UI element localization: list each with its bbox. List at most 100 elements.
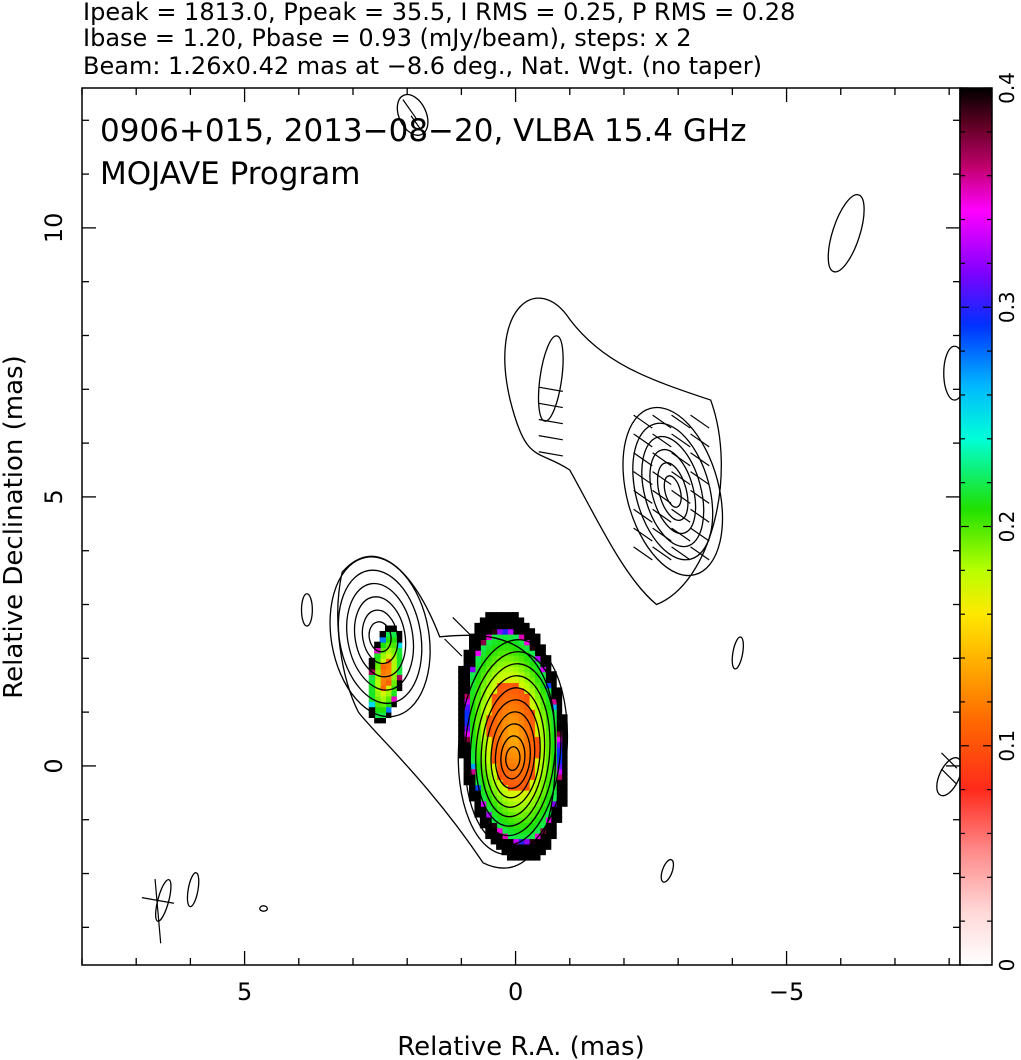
pol-pixel	[534, 751, 541, 759]
pol-pixel	[517, 671, 525, 678]
pol-pixel	[539, 725, 546, 732]
pol-pixel	[517, 730, 525, 737]
pol-pixel	[544, 751, 552, 759]
pol-pixel	[506, 655, 514, 662]
pol-pixel	[555, 698, 563, 705]
evpa-stick	[690, 489, 710, 504]
pol-pixel	[463, 687, 471, 694]
pol-pixel	[506, 612, 514, 619]
pol-pixel	[469, 692, 476, 700]
pol-pixel	[539, 708, 546, 716]
pol-pixel	[496, 665, 503, 673]
pol-pixel	[528, 773, 536, 780]
pol-pixel	[469, 746, 476, 753]
pol-pixel	[469, 655, 476, 662]
pol-pixel	[512, 768, 519, 775]
pol-pixel	[501, 617, 508, 624]
pol-pixel	[496, 649, 503, 657]
pol-pixel	[534, 692, 541, 700]
pol-pixel	[479, 719, 487, 727]
pol-pixel	[379, 684, 387, 692]
pol-pixel	[474, 628, 481, 635]
contour-level	[663, 475, 682, 508]
pol-pixel	[485, 708, 492, 716]
pol-pixel	[479, 628, 487, 635]
pol-pixel	[506, 784, 514, 791]
pol-pixel	[463, 746, 471, 753]
evpa-stick	[671, 452, 691, 467]
chart-title: 0906+015, 2013−08−20, VLBA 15.4 GHz	[100, 113, 746, 149]
pol-pixel	[490, 703, 498, 710]
pol-pixel	[496, 843, 503, 850]
pol-pixel	[385, 673, 392, 681]
pol-pixel	[501, 811, 508, 818]
pol-pixel	[469, 719, 476, 727]
pol-pixel	[485, 628, 492, 635]
pol-pixel	[517, 773, 525, 780]
pol-pixel	[501, 612, 508, 619]
pol-pixel	[374, 673, 381, 681]
pol-pixel	[479, 617, 487, 624]
pol-pixel	[501, 838, 508, 845]
evpa-stick	[154, 878, 162, 944]
pol-pixel	[506, 703, 514, 710]
contour-level	[259, 905, 269, 912]
pol-pixel	[490, 800, 498, 807]
pol-pixel	[539, 773, 546, 780]
x-tick-label: 0	[508, 978, 523, 1006]
pol-pixel	[555, 746, 563, 753]
pol-pixel	[528, 746, 536, 753]
pol-pixel	[561, 751, 568, 759]
pol-pixel	[523, 805, 530, 813]
pol-pixel	[506, 751, 514, 759]
pol-pixel	[523, 757, 530, 764]
pol-pixel	[385, 652, 392, 659]
pol-pixel	[506, 816, 514, 823]
pol-pixel	[485, 622, 492, 630]
pol-pixel	[463, 698, 471, 705]
pol-pixel	[390, 652, 397, 659]
pol-pixel	[534, 655, 541, 662]
pol-pixel	[496, 821, 503, 829]
contour-level	[480, 687, 546, 818]
pol-pixel	[501, 848, 508, 856]
pol-pixel	[555, 687, 563, 694]
pol-pixel	[479, 805, 487, 813]
pol-pixel	[550, 800, 557, 807]
pol-pixel	[501, 816, 508, 823]
evpa-stick	[690, 414, 710, 429]
pol-pixel	[506, 800, 514, 807]
pol-pixel	[517, 649, 525, 657]
contour-level	[337, 555, 557, 869]
pol-pixel	[490, 832, 498, 840]
pol-pixel	[474, 746, 481, 753]
pol-pixel	[550, 676, 557, 684]
pol-pixel	[506, 665, 514, 673]
pol-pixel	[501, 649, 508, 657]
pol-pixel	[561, 789, 568, 797]
pol-pixel	[512, 746, 519, 753]
pol-pixel	[517, 725, 525, 732]
pol-pixel	[506, 617, 514, 624]
pol-pixel	[555, 778, 563, 786]
pol-pixel	[379, 690, 387, 697]
evpa-stick	[652, 527, 672, 542]
pol-pixel	[528, 649, 536, 657]
pol-pixel	[528, 703, 536, 710]
pol-pixel	[534, 660, 541, 667]
pol-pixel	[496, 805, 503, 813]
pol-pixel	[469, 638, 476, 646]
pol-pixel	[517, 682, 525, 689]
pol-pixel	[523, 665, 530, 673]
pol-pixel	[368, 673, 376, 681]
pol-pixel	[544, 784, 552, 791]
pol-pixel	[485, 784, 492, 791]
pol-pixel	[517, 665, 525, 673]
pol-pixel	[501, 789, 508, 797]
pol-pixel	[374, 706, 381, 713]
pol-pixel	[512, 628, 519, 635]
x-tick-label: −5	[769, 978, 804, 1006]
pol-pixel	[550, 725, 557, 732]
pol-pixel	[534, 708, 541, 716]
pol-pixel	[528, 644, 536, 651]
